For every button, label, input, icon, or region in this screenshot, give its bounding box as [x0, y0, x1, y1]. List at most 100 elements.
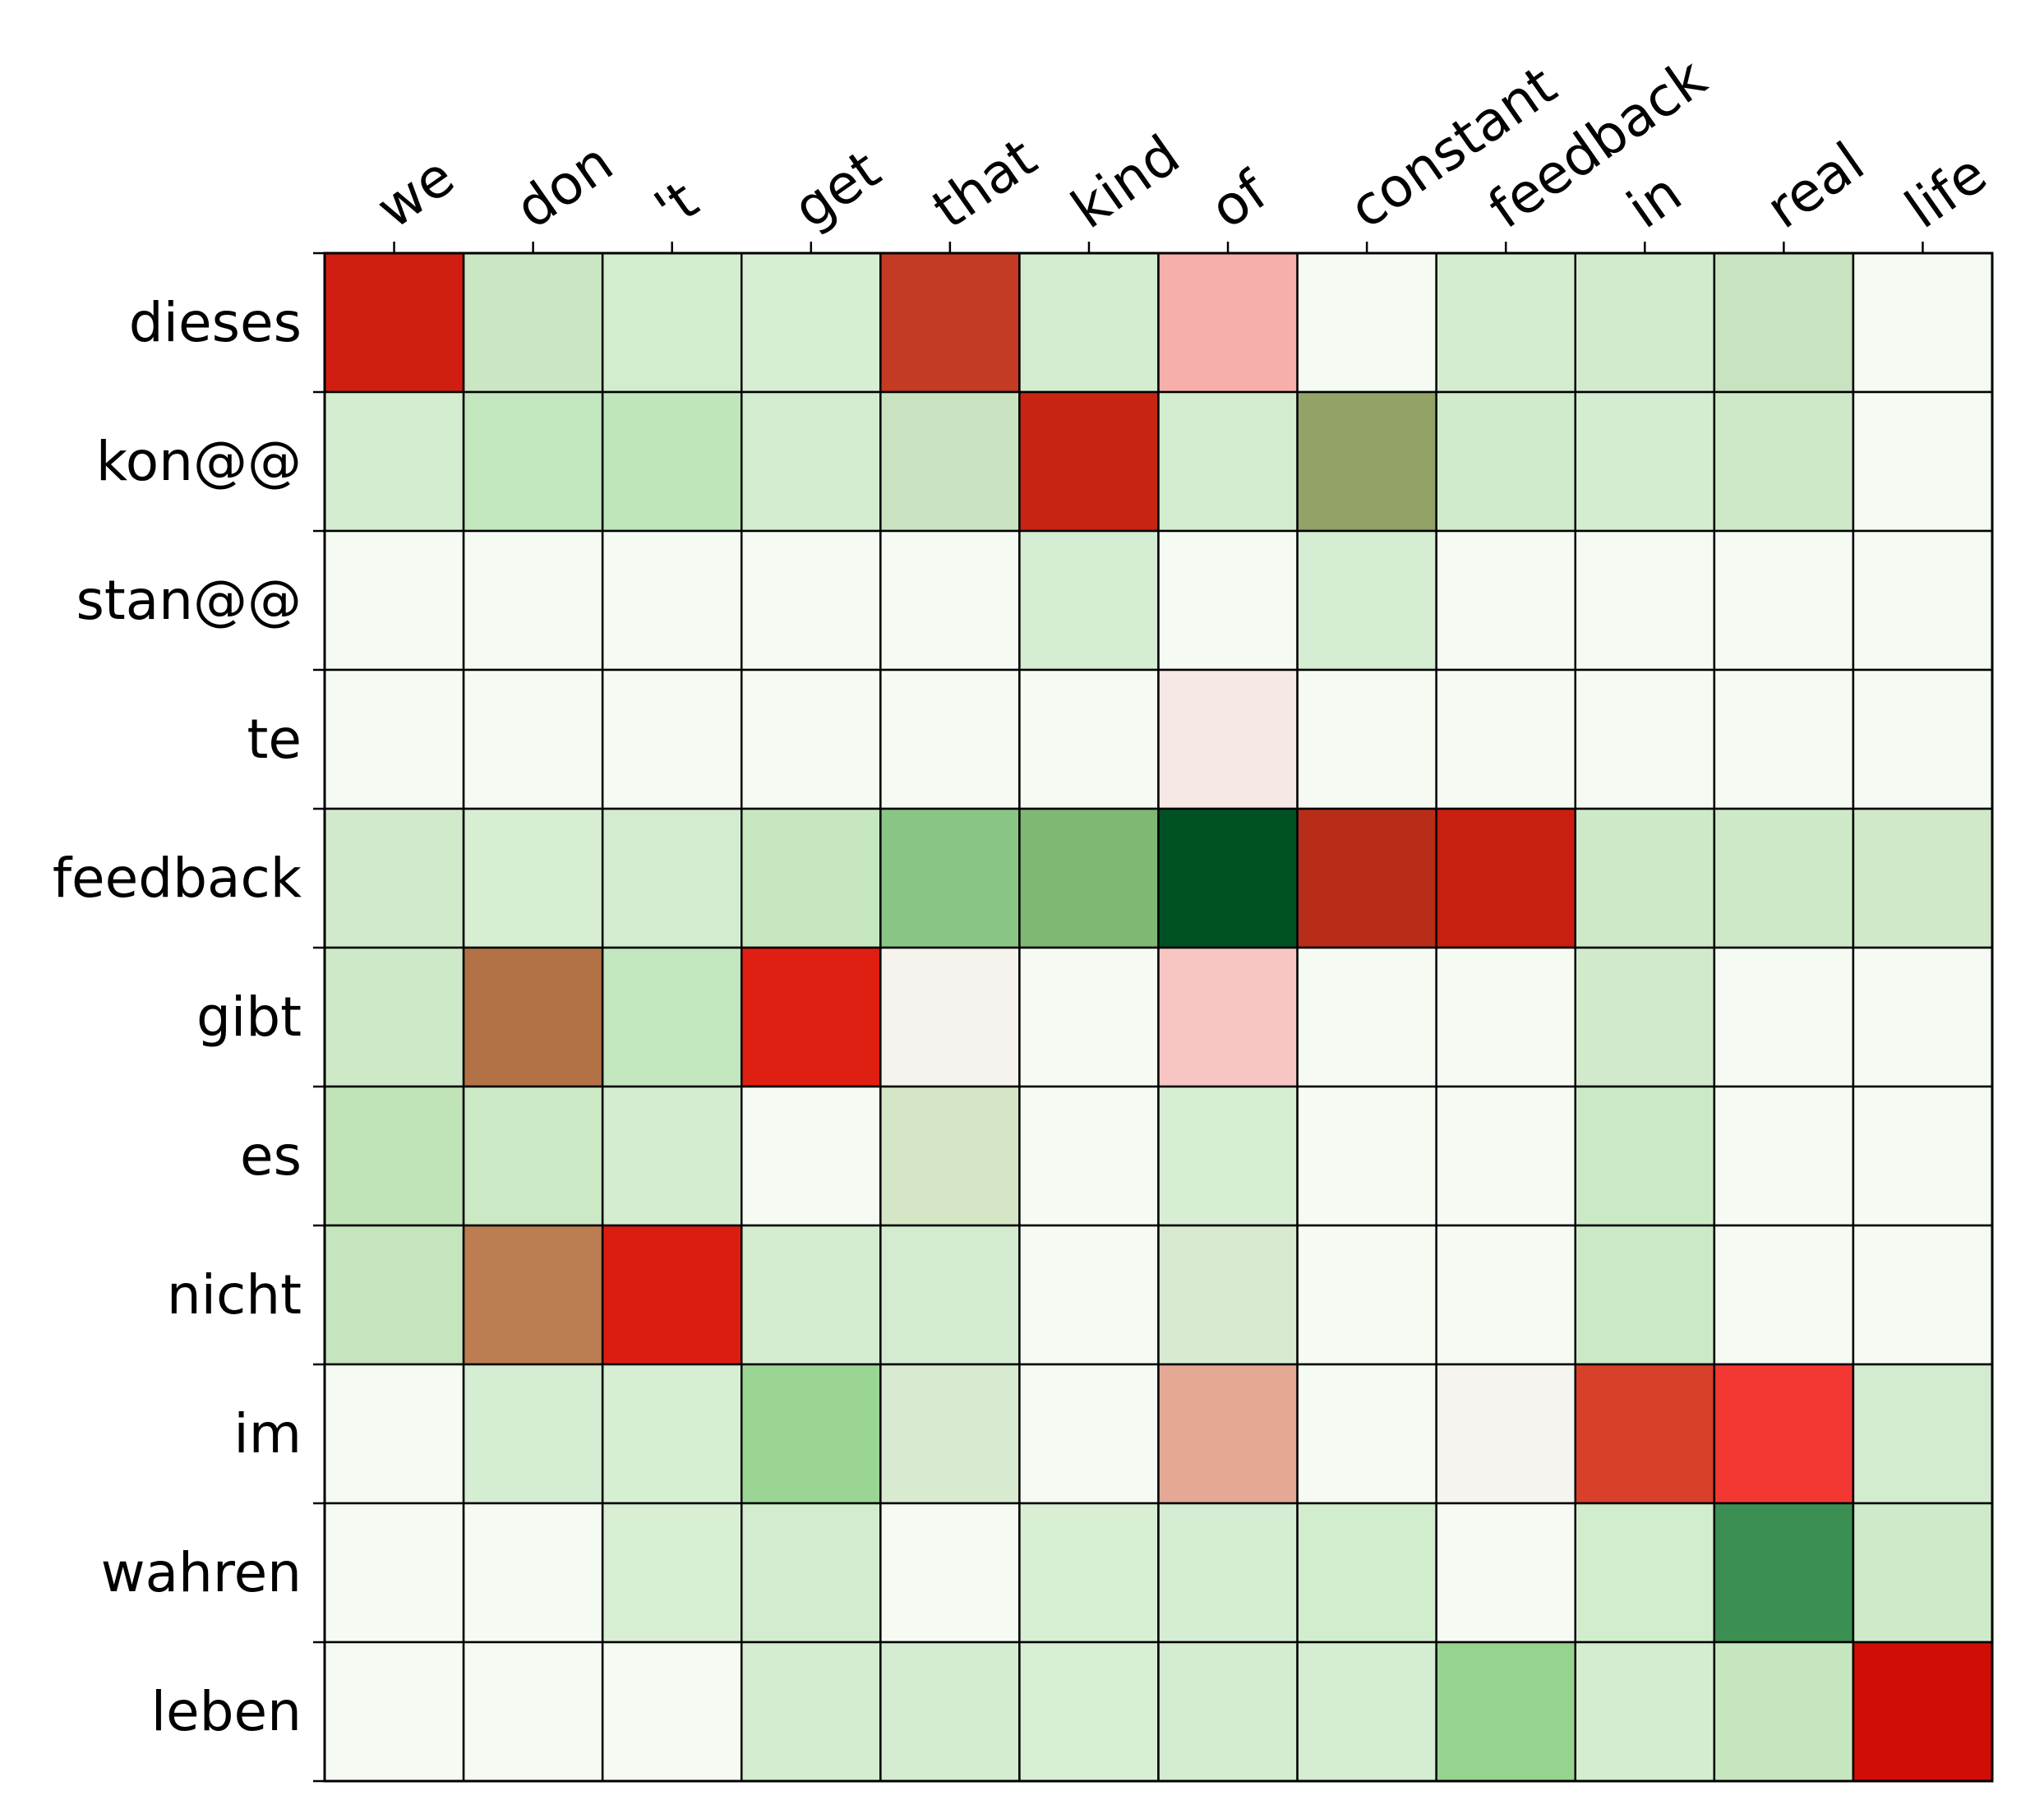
heatmap-cell-8-8	[1435, 1363, 1576, 1505]
heatmap-cell-4-7	[1296, 807, 1437, 949]
heatmap-cell-4-11	[1852, 807, 1994, 949]
heatmap-cell-6-5	[1018, 1085, 1160, 1227]
heatmap-cell-1-5	[1018, 390, 1160, 533]
heatmap-cell-9-10	[1713, 1502, 1855, 1644]
heatmap-cell-2-8	[1435, 529, 1576, 672]
heatmap-cell-1-2	[601, 390, 743, 533]
heatmap-cell-6-1	[462, 1085, 604, 1227]
heatmap-cell-7-0	[323, 1224, 465, 1366]
heatmap-cell-10-5	[1018, 1641, 1160, 1783]
heatmap-cell-6-2	[601, 1085, 743, 1227]
heatmap-cell-1-6	[1157, 390, 1299, 533]
x-tick-label-9: in	[1616, 161, 1692, 242]
heatmap-cell-10-4	[879, 1641, 1021, 1783]
heatmap-cell-6-9	[1574, 1085, 1716, 1227]
y-tick-label-3: te	[247, 708, 302, 771]
heatmap-cell-3-2	[601, 668, 743, 810]
heatmap-cell-6-11	[1852, 1085, 1994, 1227]
x-tick-label-6: of	[1199, 159, 1280, 242]
heatmap-cell-0-11	[1852, 252, 1994, 394]
heatmap-cell-6-8	[1435, 1085, 1576, 1227]
heatmap-cell-0-1	[462, 252, 604, 394]
heatmap-cell-5-9	[1574, 946, 1716, 1088]
x-tick-label-11: life	[1894, 141, 1998, 241]
heatmap-cell-4-4	[879, 807, 1021, 949]
heatmap-cell-7-1	[462, 1224, 604, 1366]
heatmap-cell-6-3	[741, 1085, 882, 1227]
heatmap-cell-0-10	[1713, 252, 1855, 394]
heatmap-cell-8-3	[741, 1363, 882, 1505]
heatmap-cell-3-9	[1574, 668, 1716, 810]
heatmap-cell-4-2	[601, 807, 743, 949]
heatmap-cell-2-7	[1296, 529, 1437, 672]
x-tick-label-10: real	[1755, 130, 1876, 241]
heatmap-cell-4-5	[1018, 807, 1160, 949]
heatmap-cell-10-2	[601, 1641, 743, 1783]
heatmap-cell-6-10	[1713, 1085, 1855, 1227]
heatmap-cell-1-7	[1296, 390, 1437, 533]
heatmap-cell-9-11	[1852, 1502, 1994, 1644]
heatmap-cell-9-8	[1435, 1502, 1576, 1644]
heatmap-cell-7-4	[879, 1224, 1021, 1366]
heatmap-cell-8-10	[1713, 1363, 1855, 1505]
heatmap-cell-10-6	[1157, 1641, 1299, 1783]
axis-ticks	[313, 242, 1924, 1783]
heatmap-cell-3-11	[1852, 668, 1994, 810]
x-tick-label-4: that	[921, 126, 1048, 241]
heatmap-cell-10-0	[323, 1641, 465, 1783]
y-tick-label-5: gibt	[196, 985, 302, 1049]
heatmap-cell-2-6	[1157, 529, 1299, 672]
heatmap-cell-3-1	[462, 668, 604, 810]
heatmap-cell-4-1	[462, 807, 604, 949]
heatmap-cell-7-10	[1713, 1224, 1855, 1366]
heatmap-cell-1-3	[741, 390, 882, 533]
heatmap-cell-9-5	[1018, 1502, 1160, 1644]
y-axis-tick-labels: dieses kon@@ stan@@ te feedback gibt es nicht im…	[53, 291, 302, 1743]
heatmap-cell-3-0	[323, 668, 465, 810]
heatmap-cell-0-6	[1157, 252, 1299, 394]
x-tick-label-5: kind	[1060, 123, 1191, 242]
x-tick-label-2: 't	[644, 168, 709, 241]
heatmap-cell-9-7	[1296, 1502, 1437, 1644]
heatmap-cell-2-5	[1018, 529, 1160, 672]
heatmap-cell-6-7	[1296, 1085, 1437, 1227]
heatmap-cell-1-4	[879, 390, 1021, 533]
heatmap-cell-8-7	[1296, 1363, 1437, 1505]
heatmap-cell-2-0	[323, 529, 465, 672]
heatmap-cell-3-5	[1018, 668, 1160, 810]
heatmap-cell-3-10	[1713, 668, 1855, 810]
heatmap-cell-8-4	[879, 1363, 1021, 1505]
heatmap-cell-3-8	[1435, 668, 1576, 810]
heatmap-cell-2-2	[601, 529, 743, 672]
heatmap-cell-0-3	[741, 252, 882, 394]
heatmap-cell-10-1	[462, 1641, 604, 1783]
heatmap-cell-5-4	[879, 946, 1021, 1088]
y-tick-label-0: dieses	[129, 291, 302, 354]
heatmap-cell-4-0	[323, 807, 465, 949]
heatmap-cell-1-0	[323, 390, 465, 533]
heatmap-cell-7-7	[1296, 1224, 1437, 1366]
heatmap-cell-8-6	[1157, 1363, 1299, 1505]
heatmap-cell-7-6	[1157, 1224, 1299, 1366]
heatmap-cell-5-3	[741, 946, 882, 1088]
heatmap-cell-6-0	[323, 1085, 465, 1227]
heatmap-cell-5-6	[1157, 946, 1299, 1088]
heatmap-cell-9-3	[741, 1502, 882, 1644]
heatmap-cell-5-11	[1852, 946, 1994, 1088]
heatmap-cell-7-2	[601, 1224, 743, 1366]
heatmap-cell-7-11	[1852, 1224, 1994, 1366]
heatmap-cell-7-3	[741, 1224, 882, 1366]
heatmap-cell-0-0	[323, 252, 465, 394]
heatmap-cell-4-9	[1574, 807, 1716, 949]
heatmap-cell-8-0	[323, 1363, 465, 1505]
heatmap-cell-8-9	[1574, 1363, 1716, 1505]
heatmap-cell-1-8	[1435, 390, 1576, 533]
heatmap-cell-8-2	[601, 1363, 743, 1505]
heatmap-cell-2-10	[1713, 529, 1855, 672]
heatmap-cell-3-7	[1296, 668, 1437, 810]
heatmap-cell-2-3	[741, 529, 882, 672]
heatmap-cell-3-4	[879, 668, 1021, 810]
heatmap-cell-1-9	[1574, 390, 1716, 533]
y-tick-label-1: kon@@	[96, 430, 302, 493]
